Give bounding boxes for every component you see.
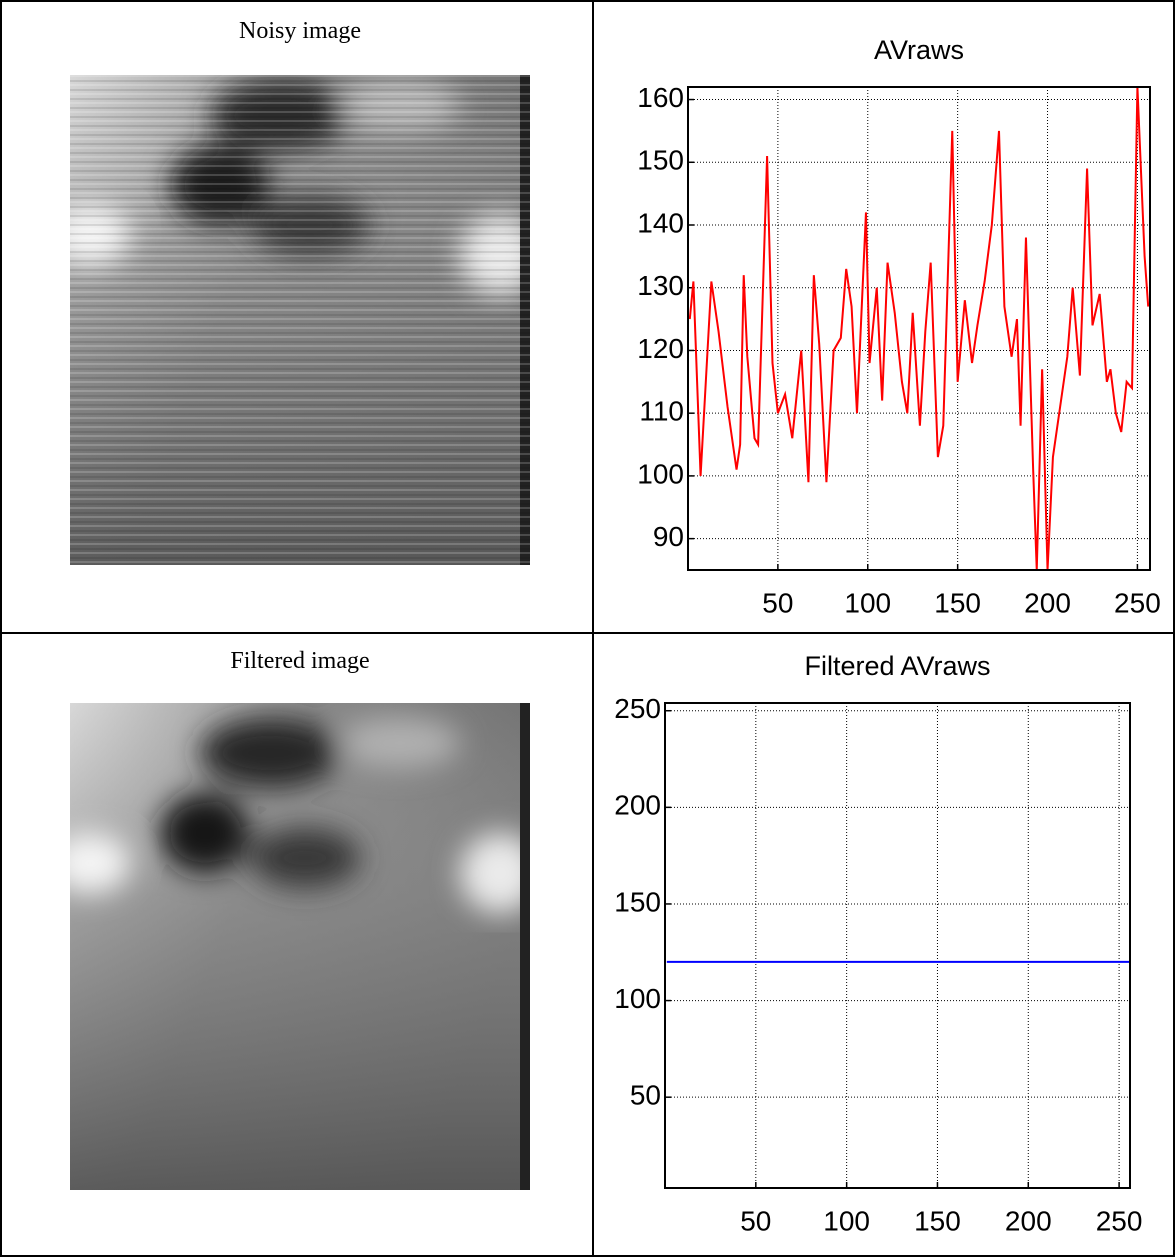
y-tick-label: 250 xyxy=(614,693,661,724)
x-tick-label: 200 xyxy=(1024,587,1071,618)
y-tick-label: 150 xyxy=(637,145,684,176)
y-tick-label: 120 xyxy=(637,333,684,364)
x-tick-label: 250 xyxy=(1114,587,1161,618)
x-tick-label: 50 xyxy=(740,1205,771,1236)
y-tick-label: 160 xyxy=(637,82,684,113)
y-tick-label: 150 xyxy=(614,886,661,917)
y-tick-label: 90 xyxy=(653,521,684,552)
y-tick-label: 100 xyxy=(614,983,661,1014)
x-tick-label: 150 xyxy=(934,587,981,618)
x-tick-label: 200 xyxy=(1005,1205,1052,1236)
chart: Filtered AVraws 50 100 150 200 250 50 100 150 200… xyxy=(614,651,1142,1236)
filtered-image xyxy=(70,703,530,1190)
chart: AVraws 50 100 150 200 250 90 100 110 120 130 140 150… xyxy=(637,35,1160,618)
y-tick-label: 140 xyxy=(637,207,684,238)
chart-title: AVraws xyxy=(874,35,964,65)
plot-frame xyxy=(664,702,1131,1189)
y-tick-label: 50 xyxy=(630,1080,661,1111)
chart-title: Filtered AVraws xyxy=(804,651,990,681)
noisy-image xyxy=(70,75,530,565)
x-tick-label: 100 xyxy=(844,587,891,618)
y-tick-label: 200 xyxy=(614,790,661,821)
image-caption: Filtered image xyxy=(230,648,369,674)
x-tick-label: 50 xyxy=(762,587,793,618)
x-tick-label: 100 xyxy=(823,1205,870,1236)
data-line xyxy=(688,87,1150,570)
y-tick-label: 110 xyxy=(639,396,684,427)
y-tick-label: 130 xyxy=(637,270,684,301)
x-tick-label: 150 xyxy=(914,1205,961,1236)
image-caption: Noisy image xyxy=(239,18,361,44)
x-tick-label: 250 xyxy=(1096,1205,1143,1236)
y-tick-label: 100 xyxy=(637,458,684,489)
plot-frame xyxy=(687,86,1151,571)
